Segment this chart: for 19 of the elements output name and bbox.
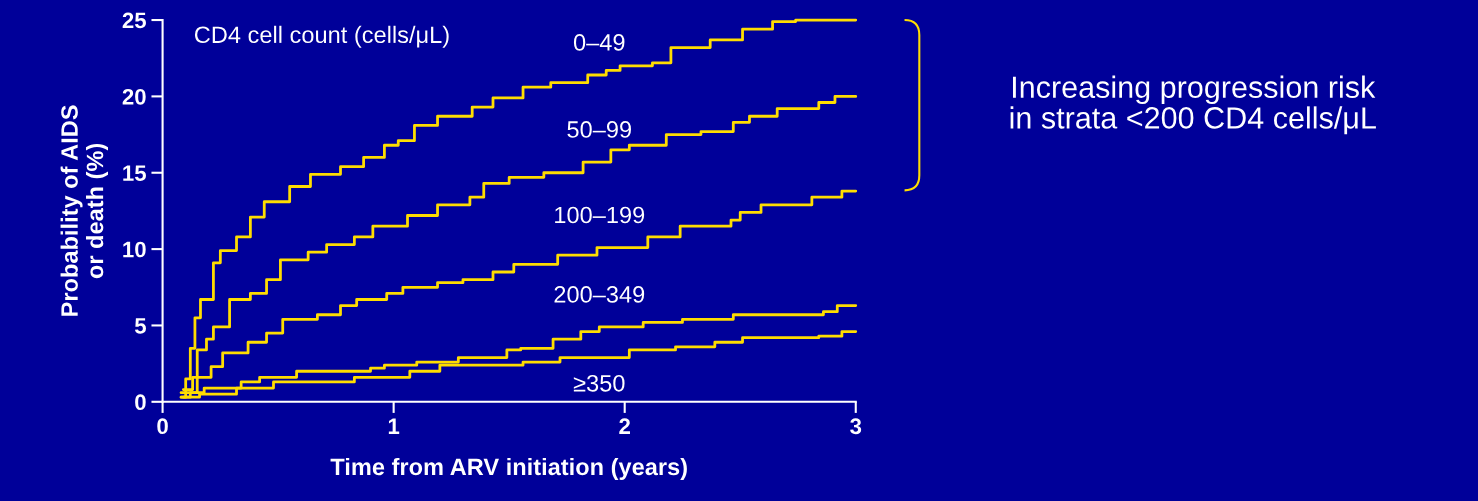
y-tick-label: 5: [134, 318, 146, 334]
series-label: 200–349: [554, 286, 645, 303]
text: Increasing progression risk in strata <200 CD4 cells/μL: [1010, 75, 1376, 135]
y-tick-label: 10: [123, 241, 146, 258]
x-tick-label: 0: [157, 418, 168, 435]
series-label: 0–49: [573, 34, 625, 51]
x-tick-label: 3: [850, 418, 862, 435]
x-tick-label: 2: [619, 418, 630, 434]
x-tick-label: 1: [388, 418, 400, 434]
series-label: 100–199: [555, 206, 645, 224]
y-tick-label: 15: [123, 165, 146, 182]
y-tick-label: 25: [122, 12, 146, 29]
series-label: ≥350: [573, 374, 625, 392]
y-tick-label: 0: [135, 394, 146, 411]
annotation: CD4 cell count (cells/μL): [194, 25, 449, 48]
x-axis-title: Time from ARV initiation (years): [330, 457, 687, 480]
y-tick-label: 20: [122, 88, 146, 105]
y-axis-title: Probability of AIDS or death (%): [60, 105, 108, 316]
series-label: 50–99: [567, 121, 631, 138]
